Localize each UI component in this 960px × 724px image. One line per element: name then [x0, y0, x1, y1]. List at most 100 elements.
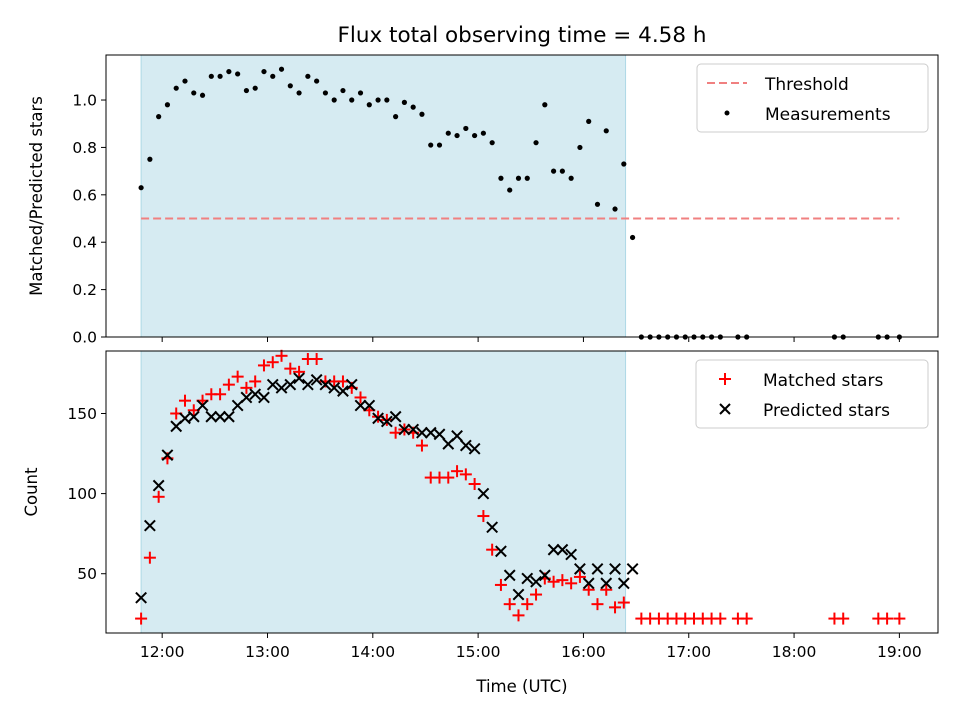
predicted-marker-b	[591, 563, 604, 575]
count-x-tick-label: 13:00	[245, 643, 290, 661]
predicted-marker-b	[407, 423, 420, 436]
measurement-point	[278, 66, 285, 72]
matched-star-marker	[284, 362, 297, 375]
measurement-point	[147, 156, 153, 162]
matched-star-marker	[275, 349, 288, 362]
predicted-marker-b	[214, 410, 226, 423]
predicted-marker-b	[433, 428, 446, 441]
measurement-point	[524, 175, 530, 181]
predicted-marker-b	[372, 412, 384, 425]
predicted-star-marker	[547, 543, 560, 556]
predicted-marker-b	[275, 381, 288, 394]
predicted-star-marker	[196, 399, 209, 412]
predicted-star-marker	[600, 577, 613, 590]
count-x-ticks: 12:00 13:00 14:00 15:00 16:00 17:00 18:00 19:00	[140, 633, 922, 661]
predicted-star-marker	[433, 428, 446, 441]
predicted-marker-b	[328, 381, 341, 394]
measurement-point	[401, 99, 407, 105]
predicted-marker-b	[310, 373, 323, 386]
predicted-star-marker	[284, 378, 297, 391]
predicted-star-marker	[214, 410, 226, 423]
matched-star-marker	[565, 577, 578, 590]
count-x-tick-label: 17:00	[666, 643, 711, 661]
predicted-marker-b	[565, 548, 578, 561]
count-axes-border	[105, 350, 939, 634]
predicted-star-marker	[565, 548, 578, 561]
predicted-marker-b	[266, 378, 279, 391]
measurement-point	[629, 234, 636, 241]
predicted-marker-b	[205, 410, 218, 423]
predicted-star-marker	[574, 563, 586, 575]
predicted-star-marker	[591, 563, 604, 575]
ratio-axes-border	[105, 54, 939, 338]
measurement-point	[472, 132, 478, 139]
x-axis-label: Time (UTC)	[475, 677, 567, 696]
predicted-star-marker	[538, 569, 551, 582]
predicted-star-marker	[328, 381, 341, 394]
ratio-legend-box	[696, 63, 929, 133]
predicted-marker-b	[135, 591, 148, 604]
measurement-point	[191, 90, 197, 96]
measurement-point	[498, 175, 504, 181]
predicted-star-marker	[380, 415, 393, 428]
measurement-point	[164, 102, 171, 108]
predicted-marker-b	[249, 388, 262, 401]
matched-star-marker	[494, 578, 507, 591]
predicted-marker-b	[468, 442, 481, 455]
ratio-y-ticks: 0.0 0.2 0.4 0.6 0.8 1.0	[72, 92, 106, 347]
predicted-star-marker	[451, 430, 463, 442]
measurement-point	[217, 73, 223, 79]
predicted-star-marker	[240, 391, 253, 404]
predicted-star-marker	[337, 385, 349, 397]
measurement-point	[261, 68, 267, 75]
predicted-star-marker	[161, 449, 174, 462]
measurement-point	[226, 68, 232, 75]
matched-star-marker	[477, 510, 490, 523]
measurement-point	[559, 168, 565, 174]
predicted-star-marker	[468, 442, 481, 455]
matched-star-marker	[222, 378, 235, 391]
matched-star-markers	[135, 349, 906, 625]
ratio-observing-window	[140, 54, 627, 338]
predicted-star-marker	[521, 572, 534, 585]
predicted-star-marker	[503, 569, 516, 582]
predicted-marker-b	[345, 378, 358, 391]
measurement-point	[419, 111, 425, 117]
predicted-marker-b	[258, 391, 270, 404]
measurement-point	[305, 73, 311, 79]
ratio-y-tick-label: 0.0	[72, 329, 97, 347]
measurement-point	[287, 83, 293, 89]
measurement-point	[375, 97, 381, 103]
measurement-point	[445, 130, 451, 136]
matched-star-marker	[380, 413, 393, 426]
matched-star-marker	[530, 588, 543, 601]
measurement-point	[208, 73, 214, 79]
matched-star-marker	[521, 598, 534, 611]
predicted-marker-b	[477, 487, 490, 500]
matched-star-marker	[389, 426, 402, 439]
predicted-marker-b	[626, 563, 639, 575]
predicted-marker-b	[521, 572, 534, 585]
count-observing-window	[140, 350, 627, 634]
predicted-star-marker	[266, 378, 279, 391]
matched-star-marker	[257, 359, 270, 372]
measurement-point	[454, 132, 460, 139]
ratio-y-axis-label: Matched/Predicted stars	[27, 96, 46, 296]
predicted-star-marker	[275, 381, 288, 394]
matched-star-marker	[442, 471, 455, 484]
predicted-star-marker	[249, 388, 262, 401]
measurement-point	[621, 161, 627, 167]
count-x-tick-label: 12:00	[140, 643, 185, 661]
measurement-point	[296, 90, 302, 96]
matched-star-marker	[231, 370, 244, 383]
measurement-point	[515, 175, 522, 181]
matched-star-marker	[266, 356, 279, 369]
measurement-point	[322, 90, 329, 96]
ratio-y-tick-label: 0.4	[72, 234, 97, 252]
legend-matched-label: Matched stars	[763, 371, 883, 391]
ratio-y-tick-label: 0.2	[72, 281, 97, 299]
measurement-point	[349, 97, 355, 103]
predicted-star-marker	[222, 410, 235, 423]
predicted-marker-b	[284, 378, 297, 391]
